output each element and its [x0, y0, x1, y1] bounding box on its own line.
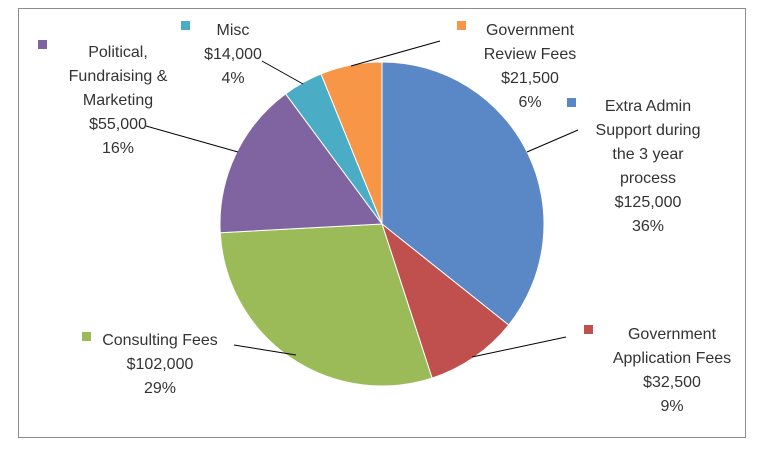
- data-label-gov-application: Government Application Fees $32,500 9%: [613, 326, 731, 415]
- pie-slice-gov-application: [381, 222, 510, 379]
- data-label-political: Political, Fundraising & Marketing $55,000 1…: [69, 44, 168, 157]
- legend-swatch-consulting: [82, 332, 91, 341]
- pie-slice-extra-admin: [381, 61, 545, 326]
- leader-line-gov-review: [350, 40, 441, 67]
- data-label-gov-review: Government Review Fees $21,500 6%: [484, 22, 576, 111]
- leader-line-extra-admin: [526, 129, 579, 153]
- leader-line-consulting: [233, 344, 297, 356]
- pie-slice-political: [219, 93, 383, 234]
- legend-swatch-misc: [181, 21, 190, 30]
- leader-line-misc: [261, 60, 304, 85]
- leader-line-political: [145, 125, 239, 153]
- legend-swatch-extra-admin: [567, 98, 576, 107]
- leader-line-gov-application: [471, 336, 567, 358]
- pie-slice-gov-review: [320, 61, 383, 225]
- data-label-consulting: Consulting Fees $102,000 29%: [102, 332, 218, 397]
- legend-swatch-gov-review: [457, 21, 466, 30]
- legend-swatch-political: [38, 40, 47, 49]
- pie-slice-consulting: [219, 223, 433, 387]
- legend-swatch-gov-application: [584, 325, 593, 334]
- data-label-misc: Misc $14,000 4%: [204, 22, 262, 87]
- data-label-extra-admin: Extra Admin Support during the 3 year proce…: [596, 98, 701, 235]
